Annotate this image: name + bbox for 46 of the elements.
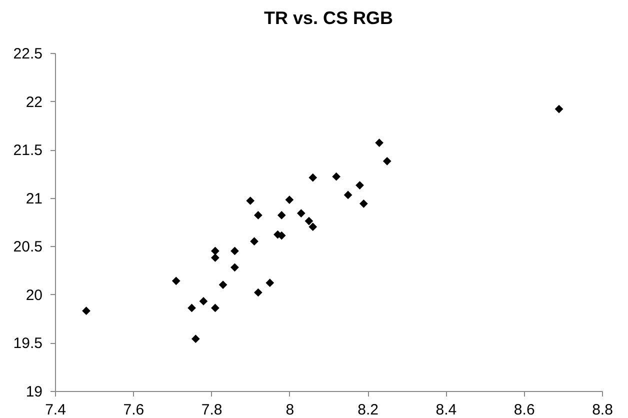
y-tick-label: 19 — [26, 384, 42, 400]
x-tick-label: 8.2 — [358, 402, 378, 418]
point — [285, 196, 294, 204]
point — [382, 156, 392, 166]
point — [246, 196, 255, 205]
y-tick-label: 22 — [26, 94, 42, 111]
point — [554, 104, 564, 114]
point — [254, 288, 262, 297]
chart-title: TR vs. CS RGB — [264, 8, 394, 28]
point — [172, 276, 180, 286]
x-tick-label: 8.4 — [436, 402, 457, 418]
x-tick-label: 7.4 — [45, 402, 66, 418]
point — [218, 280, 228, 289]
y-tick-label: 21.5 — [13, 142, 42, 160]
point — [230, 246, 239, 256]
x-tick-label: 8.8 — [592, 402, 613, 418]
point — [188, 304, 196, 312]
point — [308, 222, 318, 232]
point — [230, 263, 239, 272]
point — [277, 211, 286, 220]
point — [211, 254, 220, 262]
x-tick-label: 7.6 — [123, 402, 144, 418]
point — [211, 304, 220, 312]
point — [82, 306, 90, 316]
point — [266, 278, 274, 288]
point — [211, 246, 220, 256]
point — [250, 237, 258, 246]
point — [332, 172, 340, 181]
point — [359, 199, 368, 208]
point — [199, 297, 208, 306]
point — [191, 334, 200, 344]
y-tick-label: 21 — [26, 190, 42, 208]
y-tick-label: 22.5 — [13, 46, 42, 62]
point — [308, 173, 318, 182]
point — [375, 138, 384, 147]
y-tick-label: 20 — [26, 286, 42, 304]
point — [344, 190, 352, 200]
x-tick-label: 8.6 — [514, 402, 535, 418]
point — [304, 216, 314, 226]
y-tick-label: 20.5 — [13, 238, 42, 256]
y-tick-label: 19.5 — [13, 335, 42, 352]
point — [356, 181, 364, 190]
point — [296, 209, 306, 218]
point — [254, 211, 262, 220]
x-tick-label: 7.8 — [201, 402, 222, 418]
x-tick-label: 8 — [286, 402, 294, 418]
